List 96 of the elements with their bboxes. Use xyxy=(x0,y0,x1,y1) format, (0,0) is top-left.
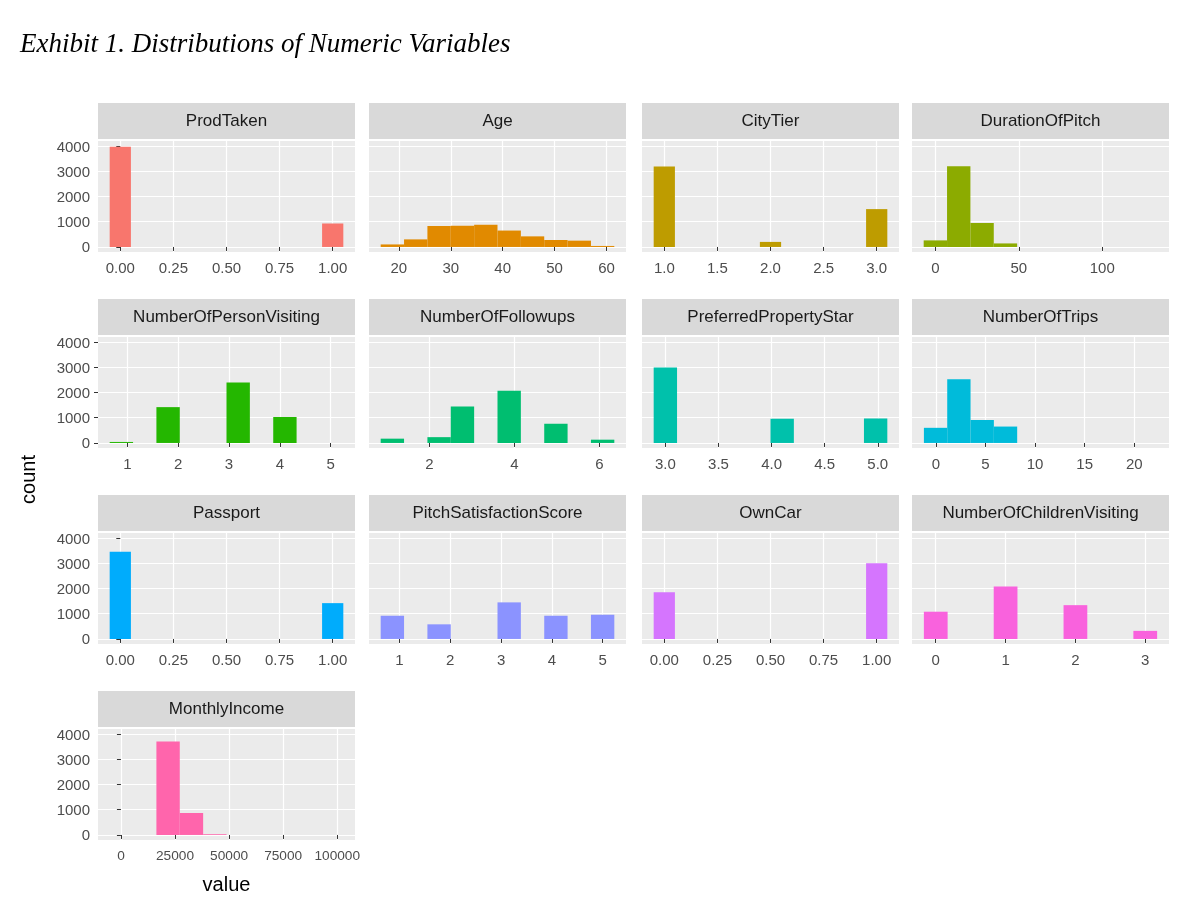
x-tick-label: 1 xyxy=(395,651,404,668)
x-tick-label: 3.0 xyxy=(866,259,888,276)
x-tick-label: 5 xyxy=(326,455,335,472)
x-tick-label: 2 xyxy=(425,455,434,472)
x-tick-label: 25000 xyxy=(156,847,195,863)
x-tick-label: 3.0 xyxy=(654,455,676,472)
x-tick-label: 4.5 xyxy=(814,455,836,472)
x-tick-label: 0.50 xyxy=(211,651,242,668)
chart-title: NumberOfChildrenVisiting xyxy=(912,495,1169,531)
x-tick-label: 0.25 xyxy=(158,651,188,668)
y-tick-label: 3000 xyxy=(56,358,90,376)
x-tick-label: 0.00 xyxy=(649,651,679,668)
x-tick-label: 0 xyxy=(931,455,940,472)
x-tick-label: 20 xyxy=(390,259,408,276)
y-tick-label: 4000 xyxy=(56,725,90,743)
x-axis-title: value xyxy=(202,873,251,895)
x-tick-label: 0.75 xyxy=(265,259,295,276)
x-tick-label: 2 xyxy=(446,651,455,668)
y-tick-label: 4000 xyxy=(56,529,90,547)
x-tick-label: 4 xyxy=(547,651,557,668)
x-tick-label: 15 xyxy=(1076,455,1093,472)
y-tick-label: 1000 xyxy=(56,801,90,819)
x-tick-label: 0.25 xyxy=(158,259,188,276)
x-tick-label: 4 xyxy=(275,455,284,472)
y-tick-label: 1000 xyxy=(56,605,90,623)
y-tick-label: 1000 xyxy=(56,213,90,231)
chart-title: Age xyxy=(369,103,626,139)
x-tick-label: 0.25 xyxy=(702,651,732,668)
x-tick-label: 0 xyxy=(931,259,940,276)
chart-title: PitchSatisfactionScore xyxy=(369,495,626,531)
x-tick-label: 10 xyxy=(1026,455,1044,472)
chart-title: NumberOfTrips xyxy=(912,299,1169,335)
x-tick-label: 60 xyxy=(598,259,615,276)
x-tick-label: 40 xyxy=(494,259,512,276)
y-tick-label: 3000 xyxy=(56,162,90,180)
x-tick-label: 1.00 xyxy=(318,259,348,276)
x-tick-label: 75000 xyxy=(264,847,303,863)
chart-title: ProdTaken xyxy=(98,103,355,139)
chart-title: CityTier xyxy=(642,103,899,139)
x-tick-label: 4.0 xyxy=(761,455,782,472)
chart-title: Passport xyxy=(98,495,355,531)
x-tick-label: 100000 xyxy=(314,847,361,863)
y-tick-label: 0 xyxy=(81,434,90,452)
x-tick-label: 30 xyxy=(442,259,460,276)
x-tick-label: 20 xyxy=(1125,455,1143,472)
y-tick-label: 1000 xyxy=(56,409,90,427)
y-tick-label: 0 xyxy=(81,238,90,256)
x-tick-label: 3 xyxy=(224,455,234,472)
chart-title: PreferredPropertyStar xyxy=(642,299,899,335)
x-tick-label: 2 xyxy=(1071,651,1080,668)
y-tick-label: 4000 xyxy=(56,137,90,155)
x-tick-label: 1 xyxy=(1001,651,1010,668)
x-tick-label: 0 xyxy=(117,847,126,863)
chart-title: NumberOfFollowups xyxy=(369,299,626,335)
y-tick-label: 0 xyxy=(81,630,90,648)
y-tick-label: 2000 xyxy=(56,580,90,597)
x-tick-label: 0.75 xyxy=(809,651,839,668)
x-tick-label: 6 xyxy=(595,455,604,472)
x-tick-label: 50 xyxy=(1010,259,1028,276)
y-tick-label: 2000 xyxy=(56,188,90,205)
y-axis-title: count xyxy=(16,455,40,504)
x-tick-label: 100 xyxy=(1089,259,1115,276)
x-tick-label: 2 xyxy=(174,455,183,472)
x-tick-label: 3.5 xyxy=(708,455,729,472)
y-tick-label: 4000 xyxy=(56,333,90,351)
x-tick-label: 50000 xyxy=(210,847,249,863)
x-tick-label: 5.0 xyxy=(867,455,889,472)
x-tick-label: 0.50 xyxy=(755,651,786,668)
x-tick-label: 0.00 xyxy=(105,651,135,668)
x-tick-label: 2.5 xyxy=(813,259,835,276)
x-tick-label: 2.0 xyxy=(760,259,781,276)
x-tick-label: 5 xyxy=(598,651,607,668)
x-tick-label: 0.00 xyxy=(105,259,135,276)
chart-title: MonthlyIncome xyxy=(98,691,355,727)
x-tick-label: 5 xyxy=(981,455,990,472)
x-tick-label: 1.5 xyxy=(706,259,728,276)
x-tick-label: 1 xyxy=(123,455,132,472)
x-tick-label: 0.75 xyxy=(265,651,295,668)
x-tick-label: 4 xyxy=(510,455,519,472)
x-tick-label: 3 xyxy=(1141,651,1150,668)
y-tick-label: 3000 xyxy=(56,750,90,768)
x-tick-label: 1.00 xyxy=(318,651,348,668)
chart-title: OwnCar xyxy=(642,495,899,531)
text: Exhibit 1. Distributions of Numeric Variables xyxy=(20,28,511,59)
y-tick-label: 3000 xyxy=(56,554,90,572)
x-tick-label: 3 xyxy=(496,651,506,668)
x-tick-label: 1.0 xyxy=(653,259,675,276)
y-tick-label: 2000 xyxy=(56,384,90,401)
x-tick-label: 50 xyxy=(546,259,563,276)
chart-title: NumberOfPersonVisiting xyxy=(98,299,355,335)
y-tick-label: 0 xyxy=(81,826,90,844)
x-tick-label: 0.50 xyxy=(211,259,242,276)
x-tick-label: 1.00 xyxy=(862,651,892,668)
x-tick-label: 0 xyxy=(931,651,940,668)
chart-title: DurationOfPitch xyxy=(912,103,1169,139)
y-tick-label: 2000 xyxy=(56,776,90,793)
